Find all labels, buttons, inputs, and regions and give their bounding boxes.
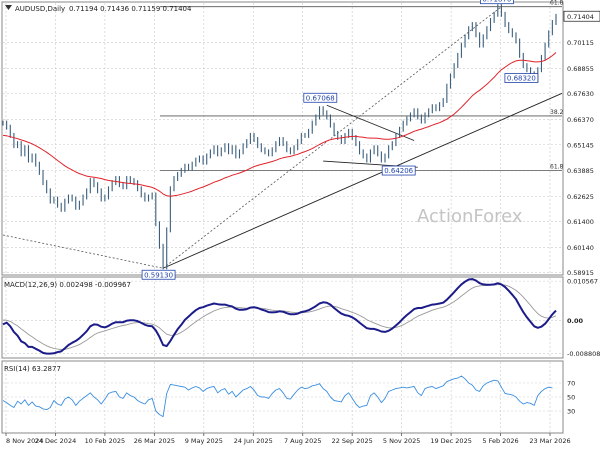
- swing-label: 0.59130: [144, 271, 173, 279]
- swing-label: 0.71870: [482, 0, 511, 4]
- fibo-level-label: 61.8: [550, 164, 564, 171]
- x-tick-label: 19 Dec 2025: [430, 437, 472, 445]
- rsi-line: [2, 375, 553, 418]
- swing-label-box: [303, 92, 338, 103]
- swing-label-box: [480, 0, 514, 5]
- symbol-label: AUDUSD,Daily: [15, 5, 65, 13]
- y-tick-label: 50: [567, 394, 575, 402]
- y-tick-label: 0.61400: [567, 218, 594, 226]
- price-panel-frame: [1, 1, 564, 276]
- y-tick-label: 0.63885: [567, 167, 594, 175]
- y-tick-label: 0.60140: [567, 244, 594, 252]
- rsi-plot: [2, 375, 553, 418]
- swing-label: 0.64206: [384, 167, 413, 175]
- y-tick-label: 0.68855: [567, 65, 594, 73]
- y-tick-label: 0.67630: [567, 90, 594, 98]
- macd-plot: [2, 278, 557, 355]
- swing-label-box: [381, 165, 416, 176]
- watermark: ActionForex: [417, 206, 523, 227]
- y-tick-label: 0.00: [567, 317, 584, 325]
- x-tick-label: 24 Jun 2025: [234, 437, 273, 445]
- rsi-panel-frame: [1, 360, 564, 434]
- chart-header: AUDUSD,Daily 0.71194 0.71436 0.71159 0.7…: [5, 5, 192, 13]
- macd-line: [2, 278, 557, 355]
- x-tick-label: 5 Feb 2026: [482, 437, 518, 445]
- x-tick-label: 26 Mar 2025: [134, 437, 175, 445]
- x-tick-label: 9 May 2025: [185, 437, 223, 445]
- y-tick-label: 0.65145: [567, 141, 594, 149]
- y-tick-label: 0.62625: [567, 193, 594, 201]
- x-tick-label: 10 Feb 2025: [85, 437, 125, 445]
- x-tick-label: 5 Nov 2025: [383, 437, 421, 445]
- swing-label-box: [141, 269, 176, 280]
- swing-label: 0.68320: [507, 75, 536, 83]
- swing-label-box: [504, 73, 539, 83]
- ohlc-label: 0.71194 0.71436 0.71159 0.71404: [69, 5, 192, 13]
- y-tick-label: 0.71404: [567, 13, 594, 21]
- price-plot: 61.8 38.2 61.8 0.71870 0.67068 0.64206 0.68320…: [2, 0, 564, 280]
- y-tick-label: -0.008808: [567, 350, 600, 358]
- y-tick-label: 0.70115: [567, 39, 594, 47]
- macd-title: MACD(12,26,9) 0.002498 -0.009967: [4, 281, 131, 289]
- x-tick-label: 23 Mar 2026: [529, 437, 570, 445]
- fibo-level-label: 61.8: [550, 0, 564, 7]
- x-tick-label: 24 Dec 2024: [35, 437, 77, 445]
- fibo-level-label: 38.2: [550, 109, 564, 116]
- moving-average-line: [2, 52, 557, 197]
- y-tick-label: 70: [567, 380, 575, 388]
- x-tick-label: 22 Sep 2025: [332, 437, 373, 445]
- collapse-triangle-icon[interactable]: [5, 5, 12, 10]
- x-tick-label: 7 Aug 2025: [284, 437, 322, 445]
- dotted-line: [2, 234, 164, 269]
- x-tick-label: 8 Nov 2024: [6, 437, 44, 445]
- trend-line: [162, 92, 563, 269]
- dotted-line: [162, 6, 502, 269]
- swing-label: 0.67068: [306, 94, 335, 102]
- y-tick-label: 0.58915: [567, 269, 594, 277]
- y-tick-label: 30: [567, 408, 575, 416]
- current-price-tag: [563, 10, 600, 22]
- grid-lines: [3, 3, 562, 432]
- y-tick-label: 0.66370: [567, 116, 594, 124]
- y-tick-label: 0.010567: [567, 278, 598, 286]
- rsi-title: RSI(14) 63.2877: [4, 365, 61, 373]
- macd-panel-frame: [1, 276, 564, 359]
